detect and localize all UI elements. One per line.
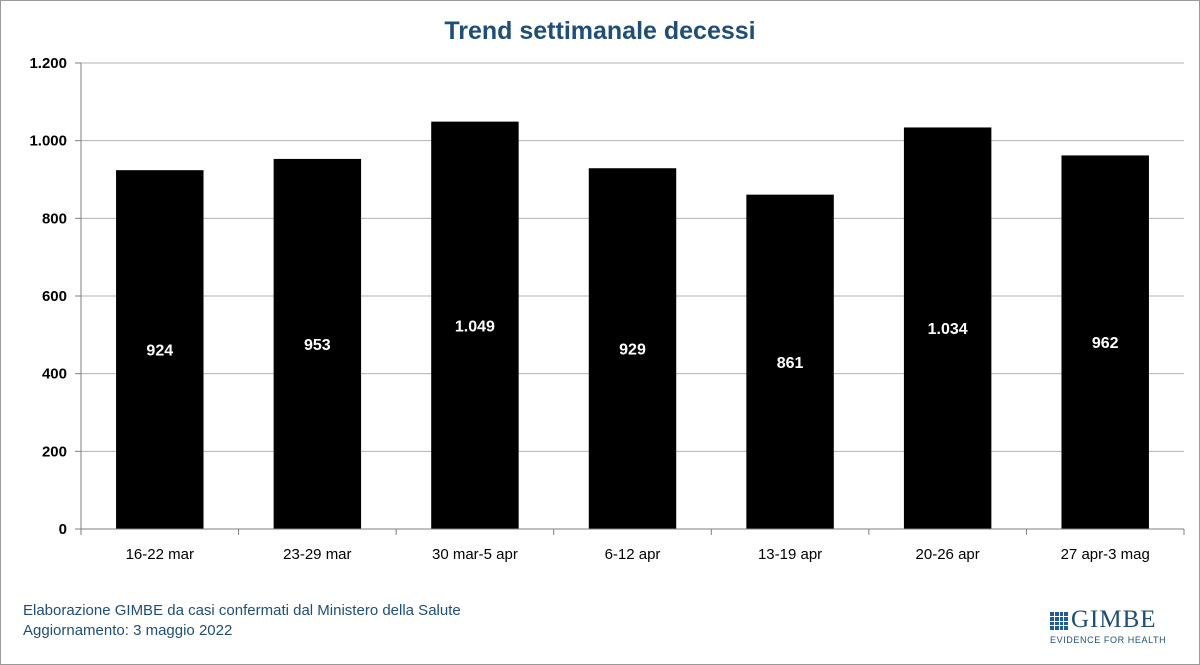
data-label: 924 xyxy=(146,343,173,360)
logo-wordmark: GIMBE xyxy=(1071,606,1157,634)
x-tick-label: 16-22 mar xyxy=(126,546,194,563)
footer-update: Aggiornamento: 3 maggio 2022 xyxy=(23,621,461,641)
y-tick-label: 0 xyxy=(59,521,67,538)
y-tick-label: 400 xyxy=(42,366,67,383)
data-label: 929 xyxy=(619,342,646,359)
y-tick-label: 1.000 xyxy=(29,133,67,150)
logo-tagline: EVIDENCE FOR HEALTH xyxy=(1050,635,1166,645)
y-tick-label: 800 xyxy=(42,210,67,227)
chart-title: Trend settimanale decessi xyxy=(444,17,755,45)
y-tick-label: 600 xyxy=(42,288,67,305)
bar-chart: Trend settimanale decessi 0 200 400 600 800 1… xyxy=(1,1,1199,601)
footer-source: Elaborazione GIMBE da casi confermati da… xyxy=(23,601,461,621)
x-tick-label: 20-26 apr xyxy=(916,546,980,563)
x-tick-label: 13-19 apr xyxy=(758,546,822,563)
x-tick-label: 6-12 apr xyxy=(605,546,661,563)
data-label: 1.034 xyxy=(928,321,968,338)
x-tick-label: 27 apr-3 mag xyxy=(1061,546,1150,563)
chart-frame: Trend settimanale decessi 0 200 400 600 800 1… xyxy=(0,0,1200,665)
data-label: 1.049 xyxy=(455,318,495,335)
x-tick-label: 23-29 mar xyxy=(283,546,351,563)
logo-grid-icon xyxy=(1050,612,1068,630)
data-label: 861 xyxy=(777,355,804,372)
y-tick-label: 200 xyxy=(42,443,67,460)
footer: Elaborazione GIMBE da casi confermati da… xyxy=(23,601,461,641)
data-label: 953 xyxy=(304,337,331,354)
data-label: 962 xyxy=(1092,335,1119,352)
y-tick-label: 1.200 xyxy=(29,55,67,72)
gimbe-logo: GIMBE EVIDENCE FOR HEALTH xyxy=(1050,610,1162,650)
x-tick-label: 30 mar-5 apr xyxy=(432,546,518,563)
